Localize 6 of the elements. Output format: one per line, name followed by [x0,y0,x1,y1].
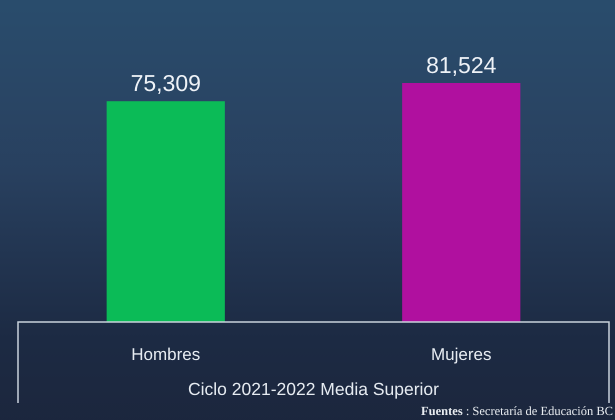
source-note: Fuentes : Secretaría de Educación BC [421,404,613,418]
x-axis-title: Ciclo 2021-2022 Media Superior [188,379,440,399]
data-label: 81,524 [426,52,497,78]
x-tick-label: Mujeres [431,345,492,364]
data-label: 75,309 [130,70,201,96]
x-tick-label: Hombres [131,345,200,364]
